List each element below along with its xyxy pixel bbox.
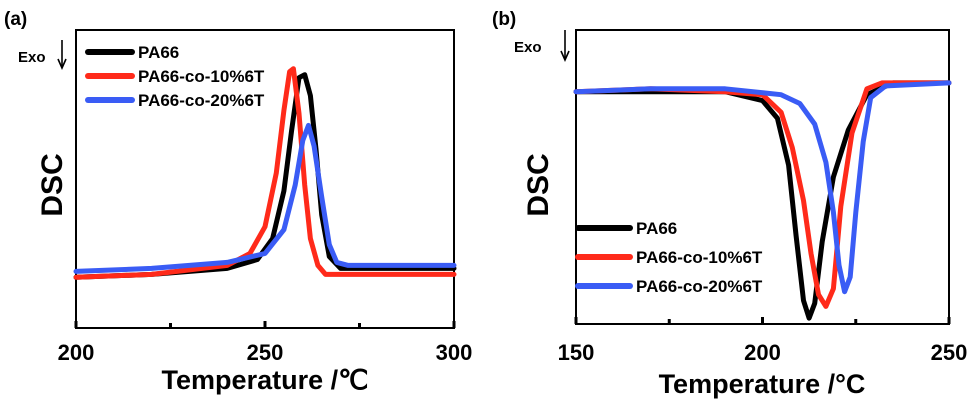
panel-b-label: (b) xyxy=(492,9,516,30)
legend-label: PA66 xyxy=(138,43,179,62)
x-tick-label: 200 xyxy=(744,340,781,365)
x-tick-label: 150 xyxy=(558,340,595,365)
panel-a-label: (a) xyxy=(4,9,27,30)
x-tick-label: 200 xyxy=(58,340,95,365)
panel-b-series-lines xyxy=(573,80,952,321)
series-line-pa66-co-20-6t xyxy=(73,122,457,274)
x-tick-label: 250 xyxy=(931,340,968,365)
panel-a-exo-label: Exo xyxy=(18,49,46,66)
panel-a-x-axis-title: Temperature /℃ xyxy=(162,365,369,395)
panel-a-legend: PA66 PA66-co-10%6T PA66-co-20%6T xyxy=(85,43,265,110)
panel-b-exo-arrow-icon xyxy=(560,30,570,62)
panel-b-plot-frame xyxy=(575,29,950,325)
panel-a-y-axis-title: DSC xyxy=(36,153,69,216)
panel-a-exo-arrow-icon xyxy=(57,40,67,70)
legend-label: PA66-co-10%6T xyxy=(138,67,265,86)
series-line-pa66 xyxy=(573,80,952,321)
series-line-pa66-co-20-6t xyxy=(573,80,952,295)
legend-label: PA66 xyxy=(636,219,677,238)
legend-label: PA66-co-20%6T xyxy=(636,277,763,296)
panel-b-x-ticks: 150 200 250 xyxy=(558,317,968,365)
series-line-pa66 xyxy=(73,72,457,280)
panel-b-exo-label: Exo xyxy=(514,39,542,56)
x-tick-label: 300 xyxy=(436,340,473,365)
panel-a-x-ticks: 200 250 300 xyxy=(58,321,473,365)
x-tick-label: 250 xyxy=(247,340,284,365)
panel-b-legend: PA66 PA66-co-10%6T PA66-co-20%6T xyxy=(575,219,763,296)
legend-label: PA66-co-10%6T xyxy=(636,248,763,267)
series-line-pa66-co-10-6t xyxy=(573,80,952,309)
panel-a-series-lines xyxy=(73,66,457,280)
panel-b-chart: (b) Exo DSC 150 200 250 PA66PA66-co-10%6TP… xyxy=(492,9,967,399)
panel-a-chart: (a) Exo DSC 200 250 300 PA66PA66-co-10%6TP… xyxy=(4,9,472,395)
legend-label: PA66-co-20%6T xyxy=(138,91,265,110)
panel-b-x-axis-title: Temperature /°C xyxy=(659,369,866,399)
panel-b-y-axis-title: DSC xyxy=(522,153,555,216)
